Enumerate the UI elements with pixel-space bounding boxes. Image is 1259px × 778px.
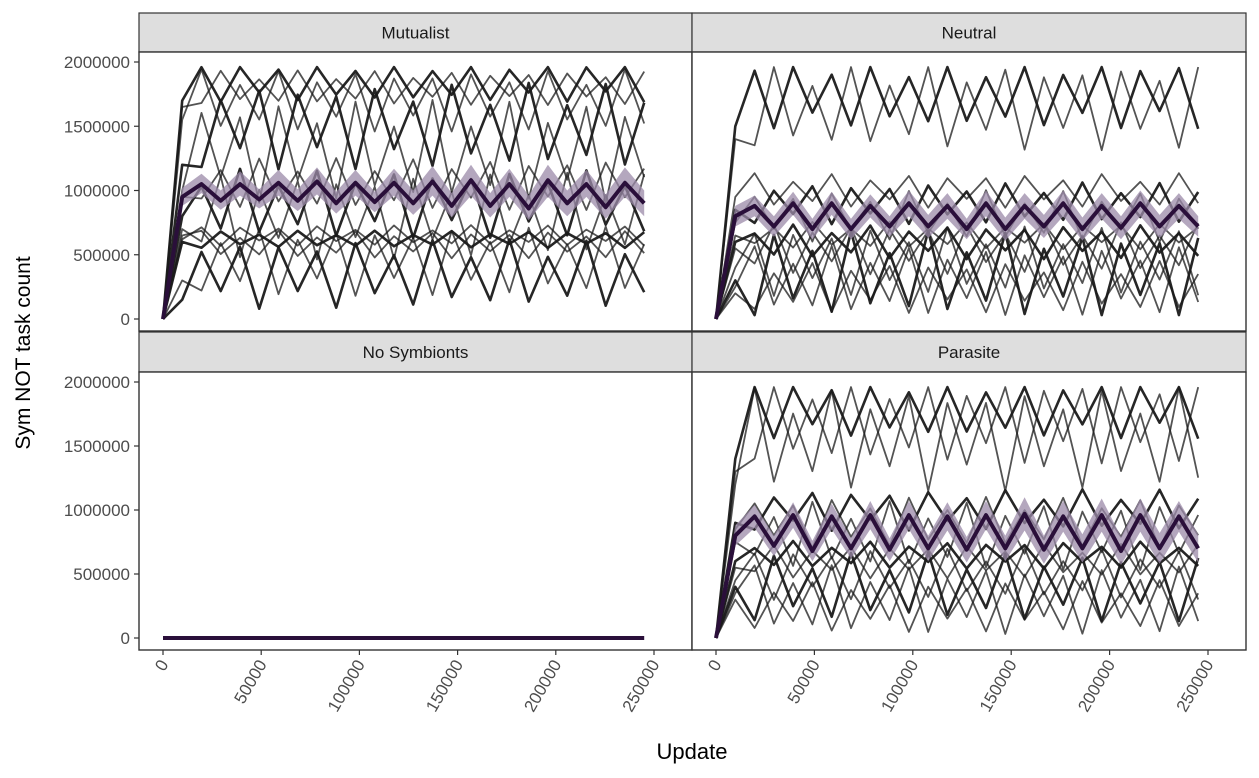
panel-border [691, 371, 1247, 651]
mean-line [714, 201, 1200, 320]
panel-no-symbionts: No Symbionts [138, 331, 693, 651]
run-line [161, 229, 646, 320]
panel-mutualist: Mutualist [138, 12, 693, 332]
x-tick-label: 200000 [1074, 657, 1119, 716]
mean-line [161, 178, 646, 320]
facet-strip-no-symbionts [138, 331, 693, 373]
run-line [714, 65, 1200, 320]
facet-strip-neutral [691, 12, 1247, 53]
x-axis-label: Update [657, 739, 728, 764]
x-tick-label: 100000 [324, 657, 369, 716]
run-line [715, 260, 1199, 320]
x-tick-label: 200000 [520, 657, 565, 716]
x-tick-label: 50000 [231, 657, 271, 707]
facet-title-parasite: Parasite [938, 343, 1000, 362]
run-line [715, 564, 1200, 639]
run-line [715, 225, 1200, 320]
run-line [714, 551, 1200, 639]
y-tick-label: 2000000 [64, 373, 130, 392]
y-tick-label: 1000000 [64, 182, 130, 201]
run-line [161, 65, 646, 320]
panel-neutral: Neutral [691, 12, 1247, 332]
run-line [715, 245, 1200, 320]
facet-title-mutualist: Mutualist [381, 24, 449, 43]
facet-title-neutral: Neutral [942, 24, 997, 43]
x-tick-label: 50000 [784, 657, 824, 707]
y-tick-label: 1000000 [64, 501, 130, 520]
mean-line [714, 511, 1200, 639]
x-tick-label: 100000 [877, 657, 922, 716]
facet-title-no-symbionts: No Symbionts [363, 343, 469, 362]
plot-background [139, 372, 692, 650]
panel-border [691, 51, 1247, 332]
y-tick-label: 1500000 [64, 437, 130, 456]
run-line [715, 386, 1200, 639]
y-tick-label: 0 [121, 629, 130, 648]
run-lines [714, 385, 1200, 639]
run-line [162, 224, 645, 320]
panel-parasite: Parasite [691, 331, 1247, 651]
x-tick-label: 150000 [976, 656, 1021, 715]
x-tick-label: 0 [151, 657, 172, 675]
x-tick-label: 250000 [1173, 657, 1218, 716]
y-tick-label: 1500000 [64, 117, 130, 136]
x-tick-label: 150000 [422, 657, 467, 716]
y-tick-label: 500000 [73, 246, 130, 265]
facet-strip-mutualist [138, 12, 693, 53]
y-tick-label: 500000 [73, 565, 130, 584]
run-line [715, 579, 1199, 639]
y-axis: 0 500000 1000000 1500000 2000000 0 500000 10000… [64, 53, 139, 648]
y-tick-label: 2000000 [64, 53, 130, 72]
x-tick-label: 250000 [619, 657, 664, 716]
run-line [162, 229, 645, 320]
run-line [162, 238, 646, 320]
run-line [162, 69, 645, 320]
facet-panels: Mutualist Neutral No Symbionts Parasite [138, 12, 1247, 651]
run-line [162, 171, 646, 320]
x-tick-label: 0 [704, 657, 725, 675]
y-axis-label: Sym NOT task count [12, 256, 35, 450]
run-line [714, 385, 1200, 639]
mean-confidence-ribbon [716, 497, 1199, 638]
run-line [714, 539, 1200, 639]
run-line [162, 225, 646, 320]
run-line [715, 66, 1200, 320]
run-line [161, 81, 646, 320]
y-tick-label: 0 [121, 310, 130, 329]
x-axis: 0 50000 100000 150000 200000 250000 0 50000 1000… [151, 650, 1217, 715]
run-line [715, 547, 1200, 639]
run-line [715, 387, 1200, 639]
facet-strip-parasite [691, 331, 1247, 373]
